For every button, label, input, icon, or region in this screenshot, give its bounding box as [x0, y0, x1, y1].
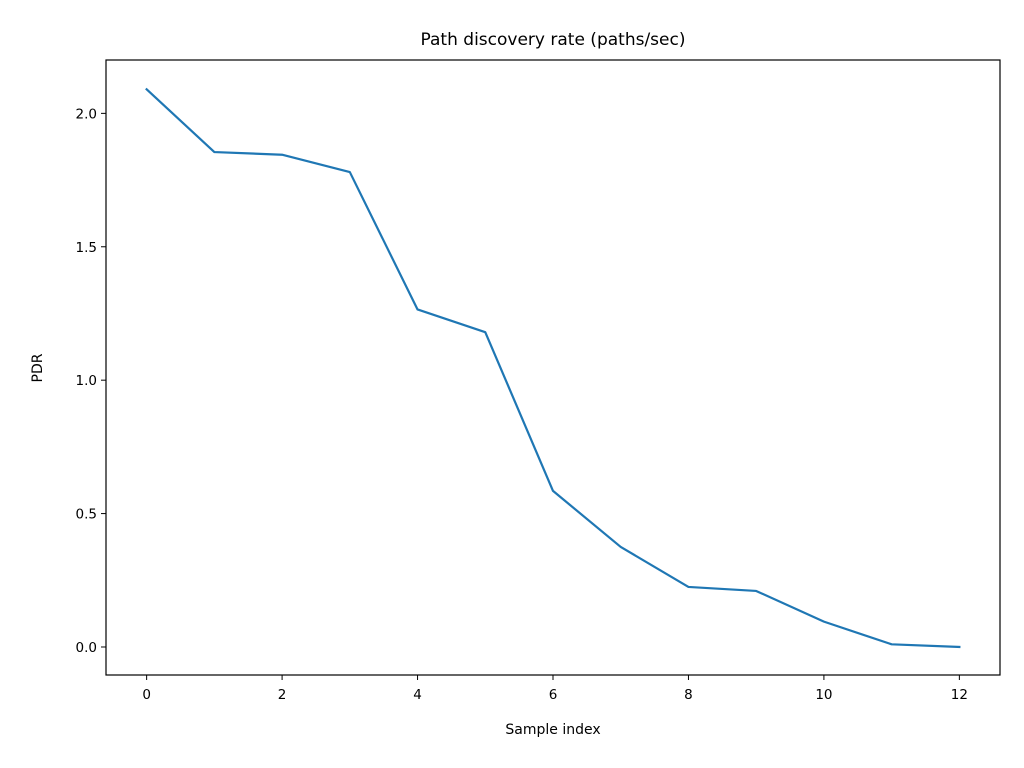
x-tick-label: 6 — [549, 687, 558, 703]
x-axis: 0 2 4 6 8 10 12 — [142, 675, 968, 703]
x-tick-label: 12 — [951, 687, 968, 703]
y-tick-label: 1.0 — [76, 373, 97, 389]
y-axis: 0.0 0.5 1.0 1.5 2.0 — [76, 106, 106, 656]
chart-title: Path discovery rate (paths/sec) — [421, 30, 686, 50]
y-tick-label: 1.5 — [76, 240, 97, 256]
x-tick-label: 2 — [278, 687, 287, 703]
plot-area — [145, 87, 961, 649]
x-tick-label: 0 — [142, 687, 151, 703]
plot-frame — [105, 59, 1001, 676]
series-line — [145, 87, 961, 649]
x-axis-label: Sample index — [505, 722, 600, 738]
x-tick-label: 8 — [684, 687, 693, 703]
x-tick-label: 4 — [413, 687, 422, 703]
y-tick-label: 2.0 — [76, 106, 97, 122]
y-axis-label: PDR — [30, 353, 46, 382]
x-tick-label: 10 — [815, 687, 832, 703]
y-tick-label: 0.0 — [76, 640, 97, 656]
y-tick-label: 0.5 — [76, 507, 97, 523]
